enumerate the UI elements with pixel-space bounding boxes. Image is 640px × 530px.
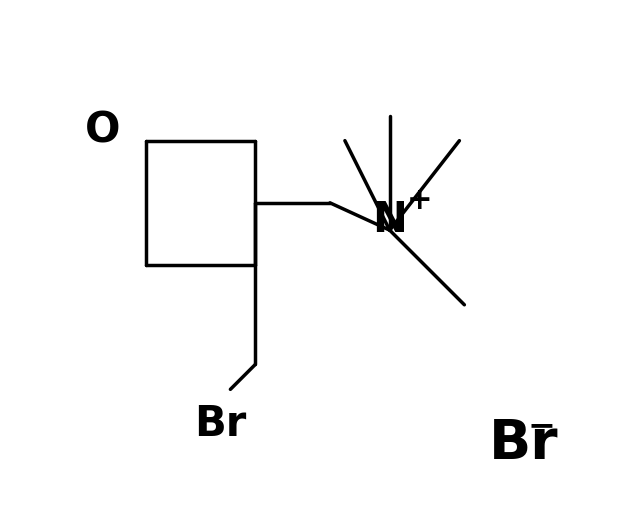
Text: Br: Br — [195, 403, 246, 445]
Text: +: + — [407, 186, 433, 215]
Text: Br: Br — [489, 417, 559, 471]
Text: N: N — [372, 199, 407, 241]
Text: −: − — [527, 410, 555, 443]
Text: O: O — [85, 110, 121, 152]
